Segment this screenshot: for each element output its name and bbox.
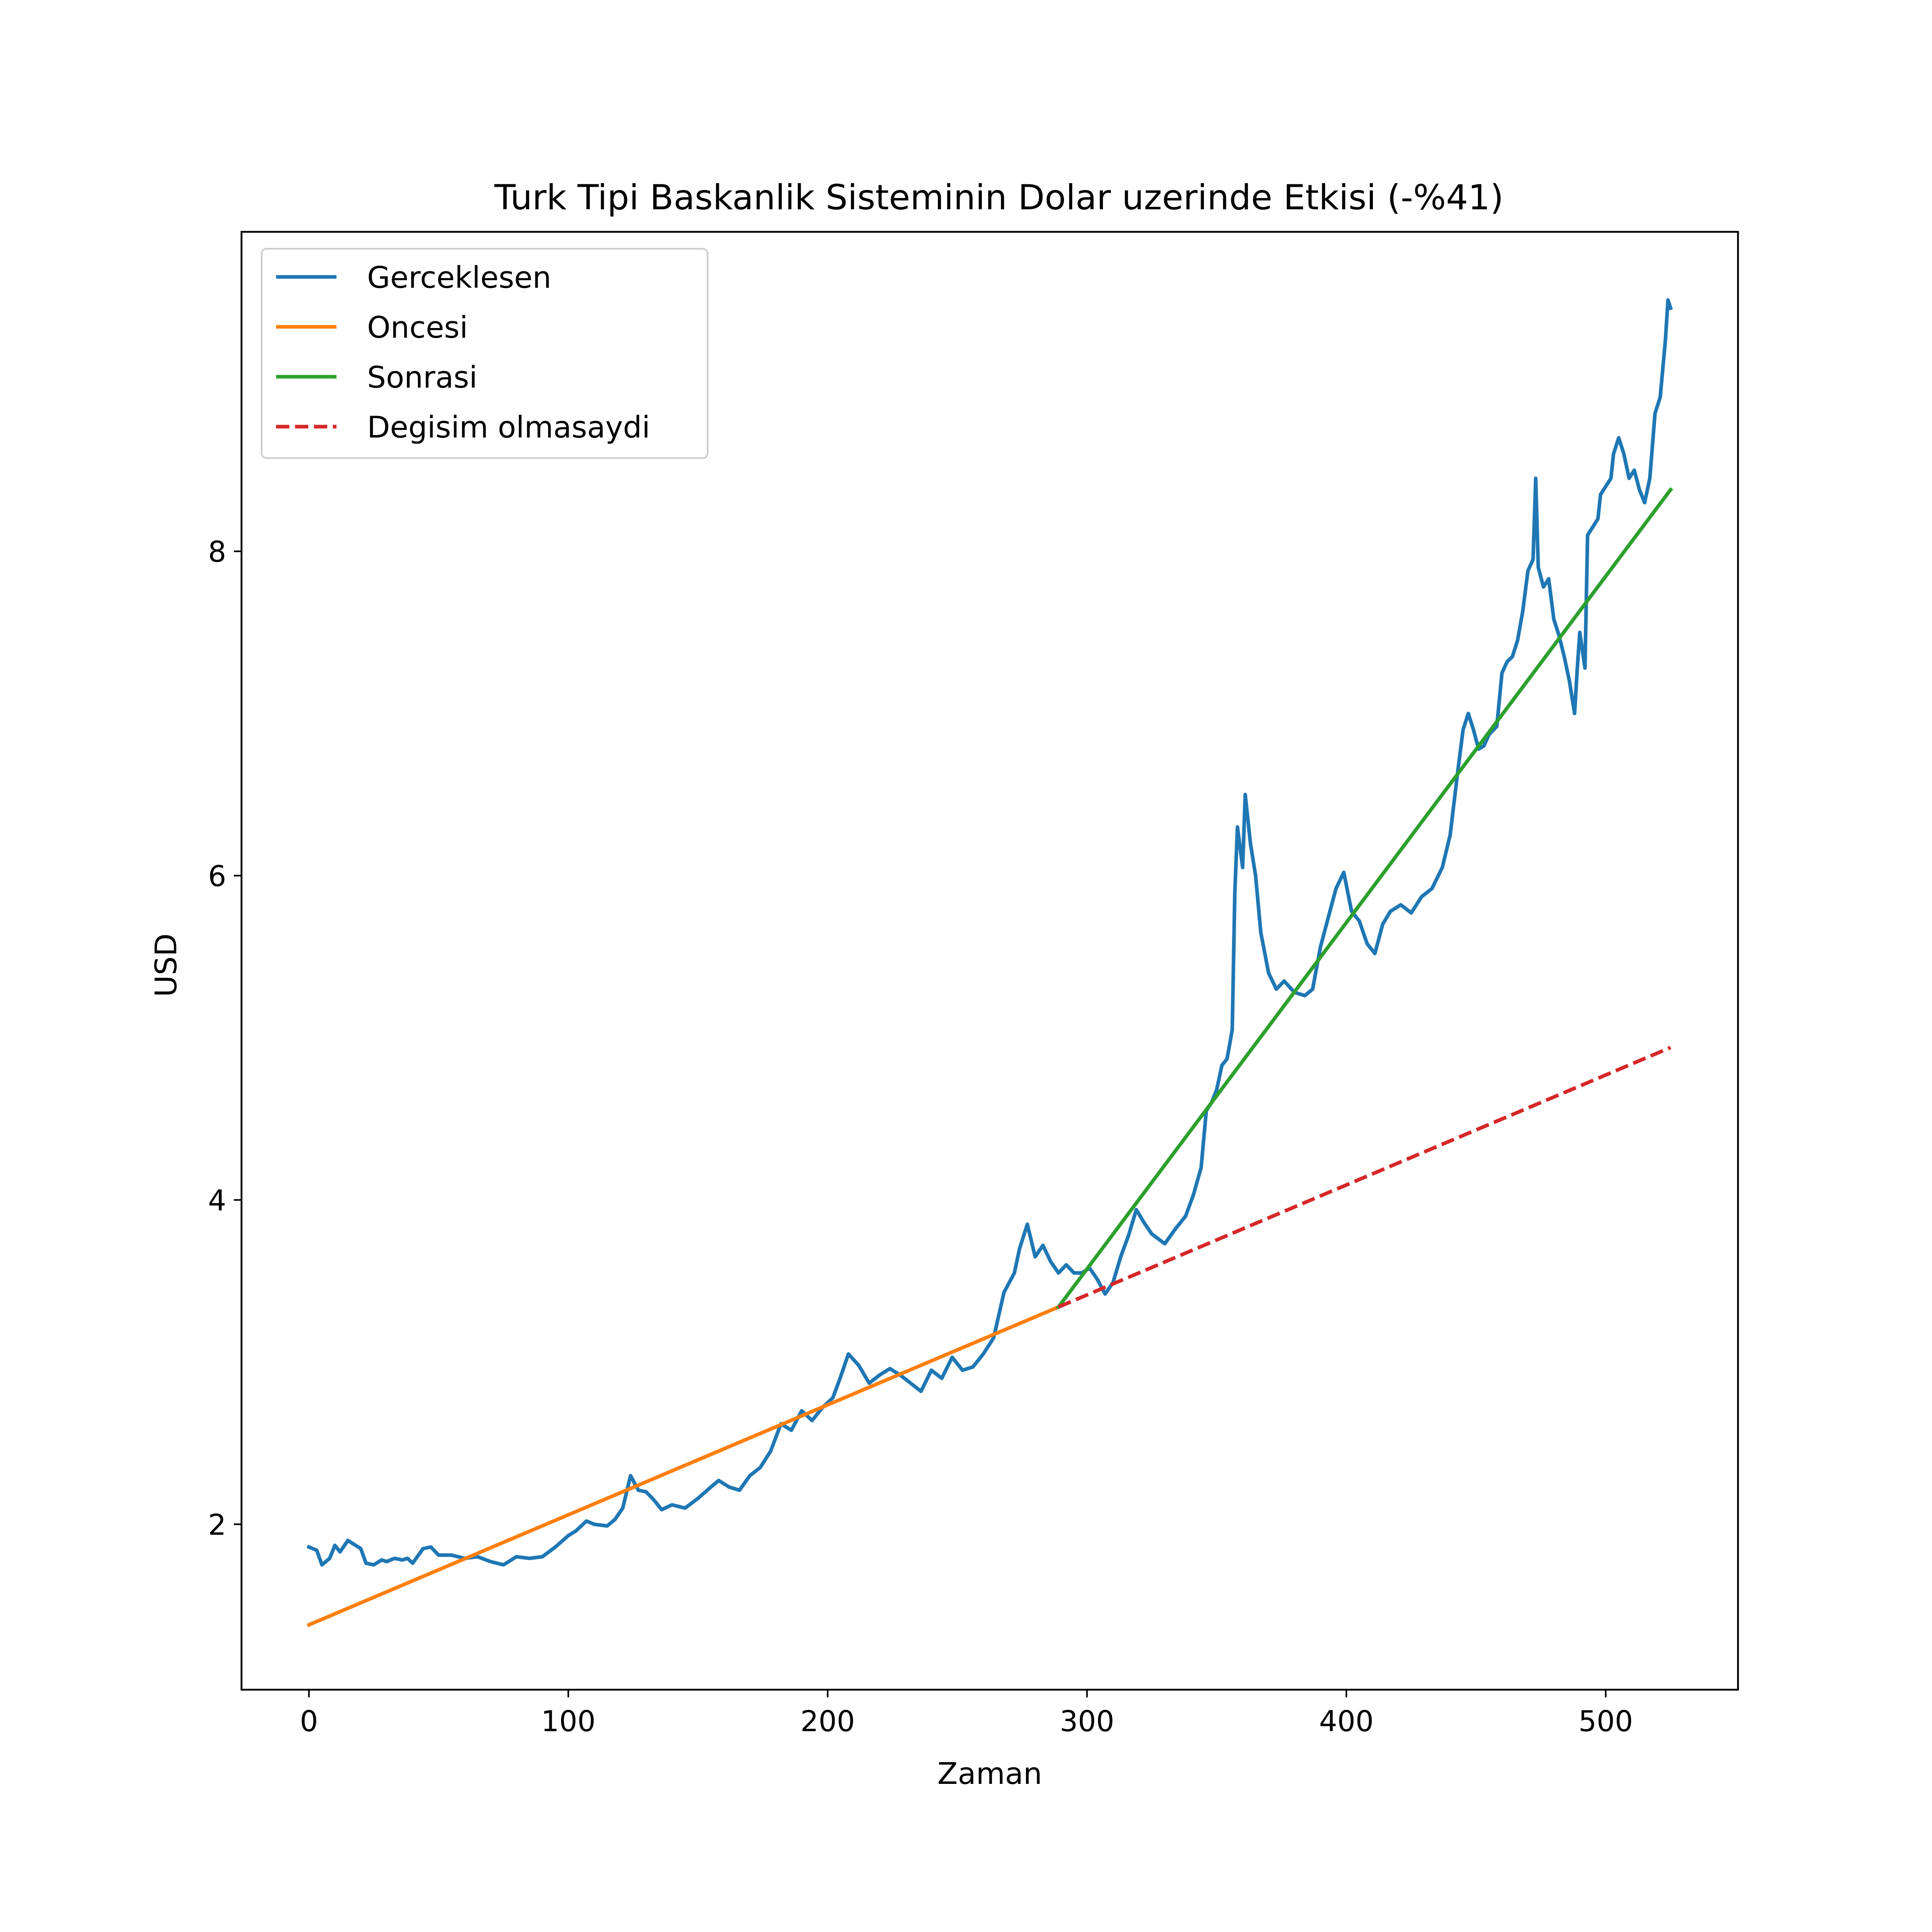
x-tick-label: 400 [1319,1705,1374,1738]
y-tick-label: 4 [208,1184,226,1217]
legend-label-gerceklesen: Gerceklesen [367,260,551,295]
x-axis: 0 100 200 300 400 500 [300,1690,1633,1738]
legend-box [261,248,708,459]
series-layer [306,298,1673,1627]
y-tick-label: 8 [208,535,226,569]
x-tick-label: 100 [541,1705,596,1738]
x-tick-label: 0 [300,1705,318,1738]
y-axis: 2 4 6 8 [208,535,242,1542]
x-tick-label: 300 [1060,1705,1115,1738]
x-axis-label: Zaman [937,1757,1042,1791]
legend-label-oncesi: Oncesi [367,310,468,345]
y-tick-label: 6 [208,859,226,893]
chart-title: Turk Tipi Baskanlik Sisteminin Dolar uze… [494,178,1503,218]
legend-label-sonrasi: Sonrasi [367,360,477,395]
legend: Gerceklesen Oncesi Sonrasi Degisim olmasayd… [261,248,708,459]
x-tick-label: 500 [1579,1705,1633,1738]
series-line-gerceklesen [306,298,1673,1567]
series-line-degisim-olmasaydi [1058,1046,1672,1309]
legend-label-degisim-olmasaydi: Degisim olmasaydi [367,410,650,445]
series-line-oncesi [306,1305,1061,1627]
y-tick-label: 2 [208,1508,226,1542]
x-tick-label: 200 [801,1705,855,1738]
y-axis-label: USD [149,933,184,997]
series-line-sonrasi [1056,487,1673,1310]
plot-frame [240,231,1739,1691]
